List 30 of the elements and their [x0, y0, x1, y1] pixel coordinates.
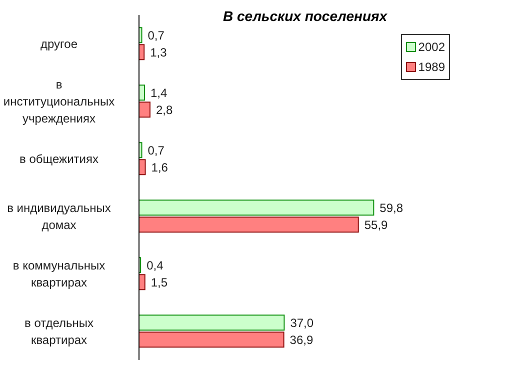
bar — [139, 102, 150, 118]
legend-label: 1989 — [418, 59, 445, 76]
y-tick-label: в институциональных учреждениях — [3, 77, 115, 126]
bar — [139, 216, 359, 233]
data-label: 37,0 — [290, 316, 314, 330]
bar — [139, 44, 145, 60]
bar — [139, 159, 146, 176]
y-tick-label: в коммунальных квартирах — [12, 258, 106, 290]
data-label: 1,4 — [150, 86, 168, 100]
chart-title: В сельских поселениях — [222, 8, 388, 24]
data-label: 2,8 — [156, 102, 173, 117]
data-label: 1,5 — [150, 275, 168, 290]
data-label: 0,7 — [148, 28, 165, 42]
data-label: 0,4 — [146, 258, 164, 272]
legend-label: 2002 — [418, 39, 445, 56]
data-label: 1,6 — [151, 160, 168, 174]
bar — [139, 200, 374, 216]
y-tick-label: в индивидуальных домах — [7, 200, 111, 232]
data-label: 59,8 — [380, 200, 404, 215]
data-label: 36,9 — [290, 332, 314, 347]
bar — [139, 314, 285, 331]
y-tick-label: другое — [40, 36, 78, 51]
data-label: 55,9 — [364, 218, 388, 232]
y-tick-label: в отдельных квартирах — [24, 316, 94, 347]
bar — [139, 274, 146, 290]
y-tick-label: в общежитиях — [20, 152, 98, 166]
bar — [139, 84, 145, 101]
bar — [139, 332, 284, 348]
data-label: 0,7 — [148, 143, 165, 158]
data-label: 1,3 — [150, 45, 168, 60]
